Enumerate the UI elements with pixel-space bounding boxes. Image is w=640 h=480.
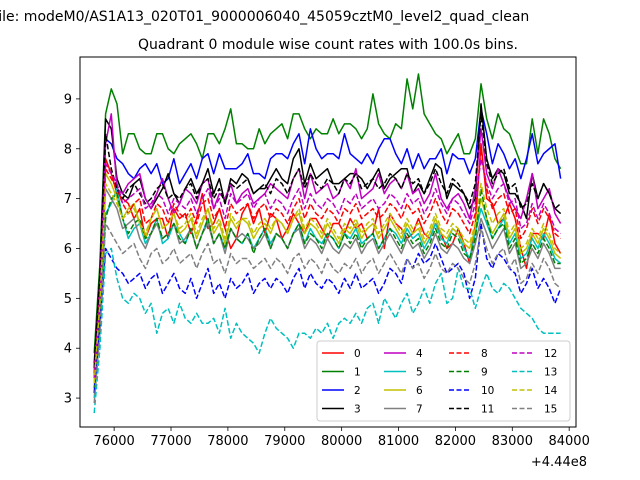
legend-frame [316,340,571,422]
series-line-15 [93,222,562,404]
x-tick-label: 78000 [207,434,248,449]
chart-title: Quadrant 0 module wise count rates with … [138,37,518,53]
y-tick-label: 3 [64,392,72,407]
legend-label-10: 10 [481,385,494,397]
legend-label-3: 3 [354,404,361,416]
y-tick-label: 9 [64,92,72,107]
y-axis: 3 4 5 6 7 8 9 [64,92,80,407]
series-line-7 [93,187,561,394]
series-line-14 [93,182,562,384]
legend-label-6: 6 [416,385,423,397]
axes-frame [79,56,577,428]
x-tick-label: 77000 [150,434,191,449]
plot-area: 76000 77000 78000 79000 80000 81000 82000 83000… [64,56,590,470]
y-tick-label: 6 [64,242,72,257]
y-tick-label: 5 [64,292,72,307]
x-tick-label: 84000 [548,434,589,449]
series-line-4 [93,113,562,374]
legend-label-11: 11 [481,404,494,416]
legend-label-12: 12 [544,348,557,360]
x-tick-label: 82000 [435,434,476,449]
legend-label-4: 4 [416,348,423,360]
y-tick-label: 8 [64,142,72,157]
x-tick-label: 79000 [264,434,305,449]
series-line-9 [93,187,561,389]
series-line-3 [93,103,562,364]
x-axis: 76000 77000 78000 79000 80000 81000 82000 83000… [93,427,590,449]
legend-label-1: 1 [354,367,361,379]
legend-label-15: 15 [544,404,557,416]
series-line-13 [93,247,561,414]
x-axis-offset-label: +4.44e8 [531,455,587,470]
x-tick-label: 76000 [93,434,134,449]
x-tick-label: 80000 [321,434,362,449]
figure-suptitle: n file: modeM0/AS1A13_020T01_9000006040_… [0,9,529,25]
legend-label-8: 8 [481,348,488,360]
legend-label-7: 7 [416,404,423,416]
x-tick-label: 83000 [492,434,533,449]
legend-label-2: 2 [354,385,361,397]
series-line-12 [93,157,562,379]
series-line-8 [93,148,562,374]
legend-label-5: 5 [416,367,423,379]
legend-label-0: 0 [354,348,361,360]
x-tick-label: 81000 [378,434,419,449]
legend-label-9: 9 [481,367,488,379]
y-tick-label: 4 [64,342,72,357]
series-line-11 [93,113,562,369]
series-line-1 [93,73,562,354]
legend-label-14: 14 [544,385,558,397]
series-layer [93,73,562,414]
legend-label-13: 13 [544,367,557,379]
y-tick-label: 7 [64,192,72,207]
